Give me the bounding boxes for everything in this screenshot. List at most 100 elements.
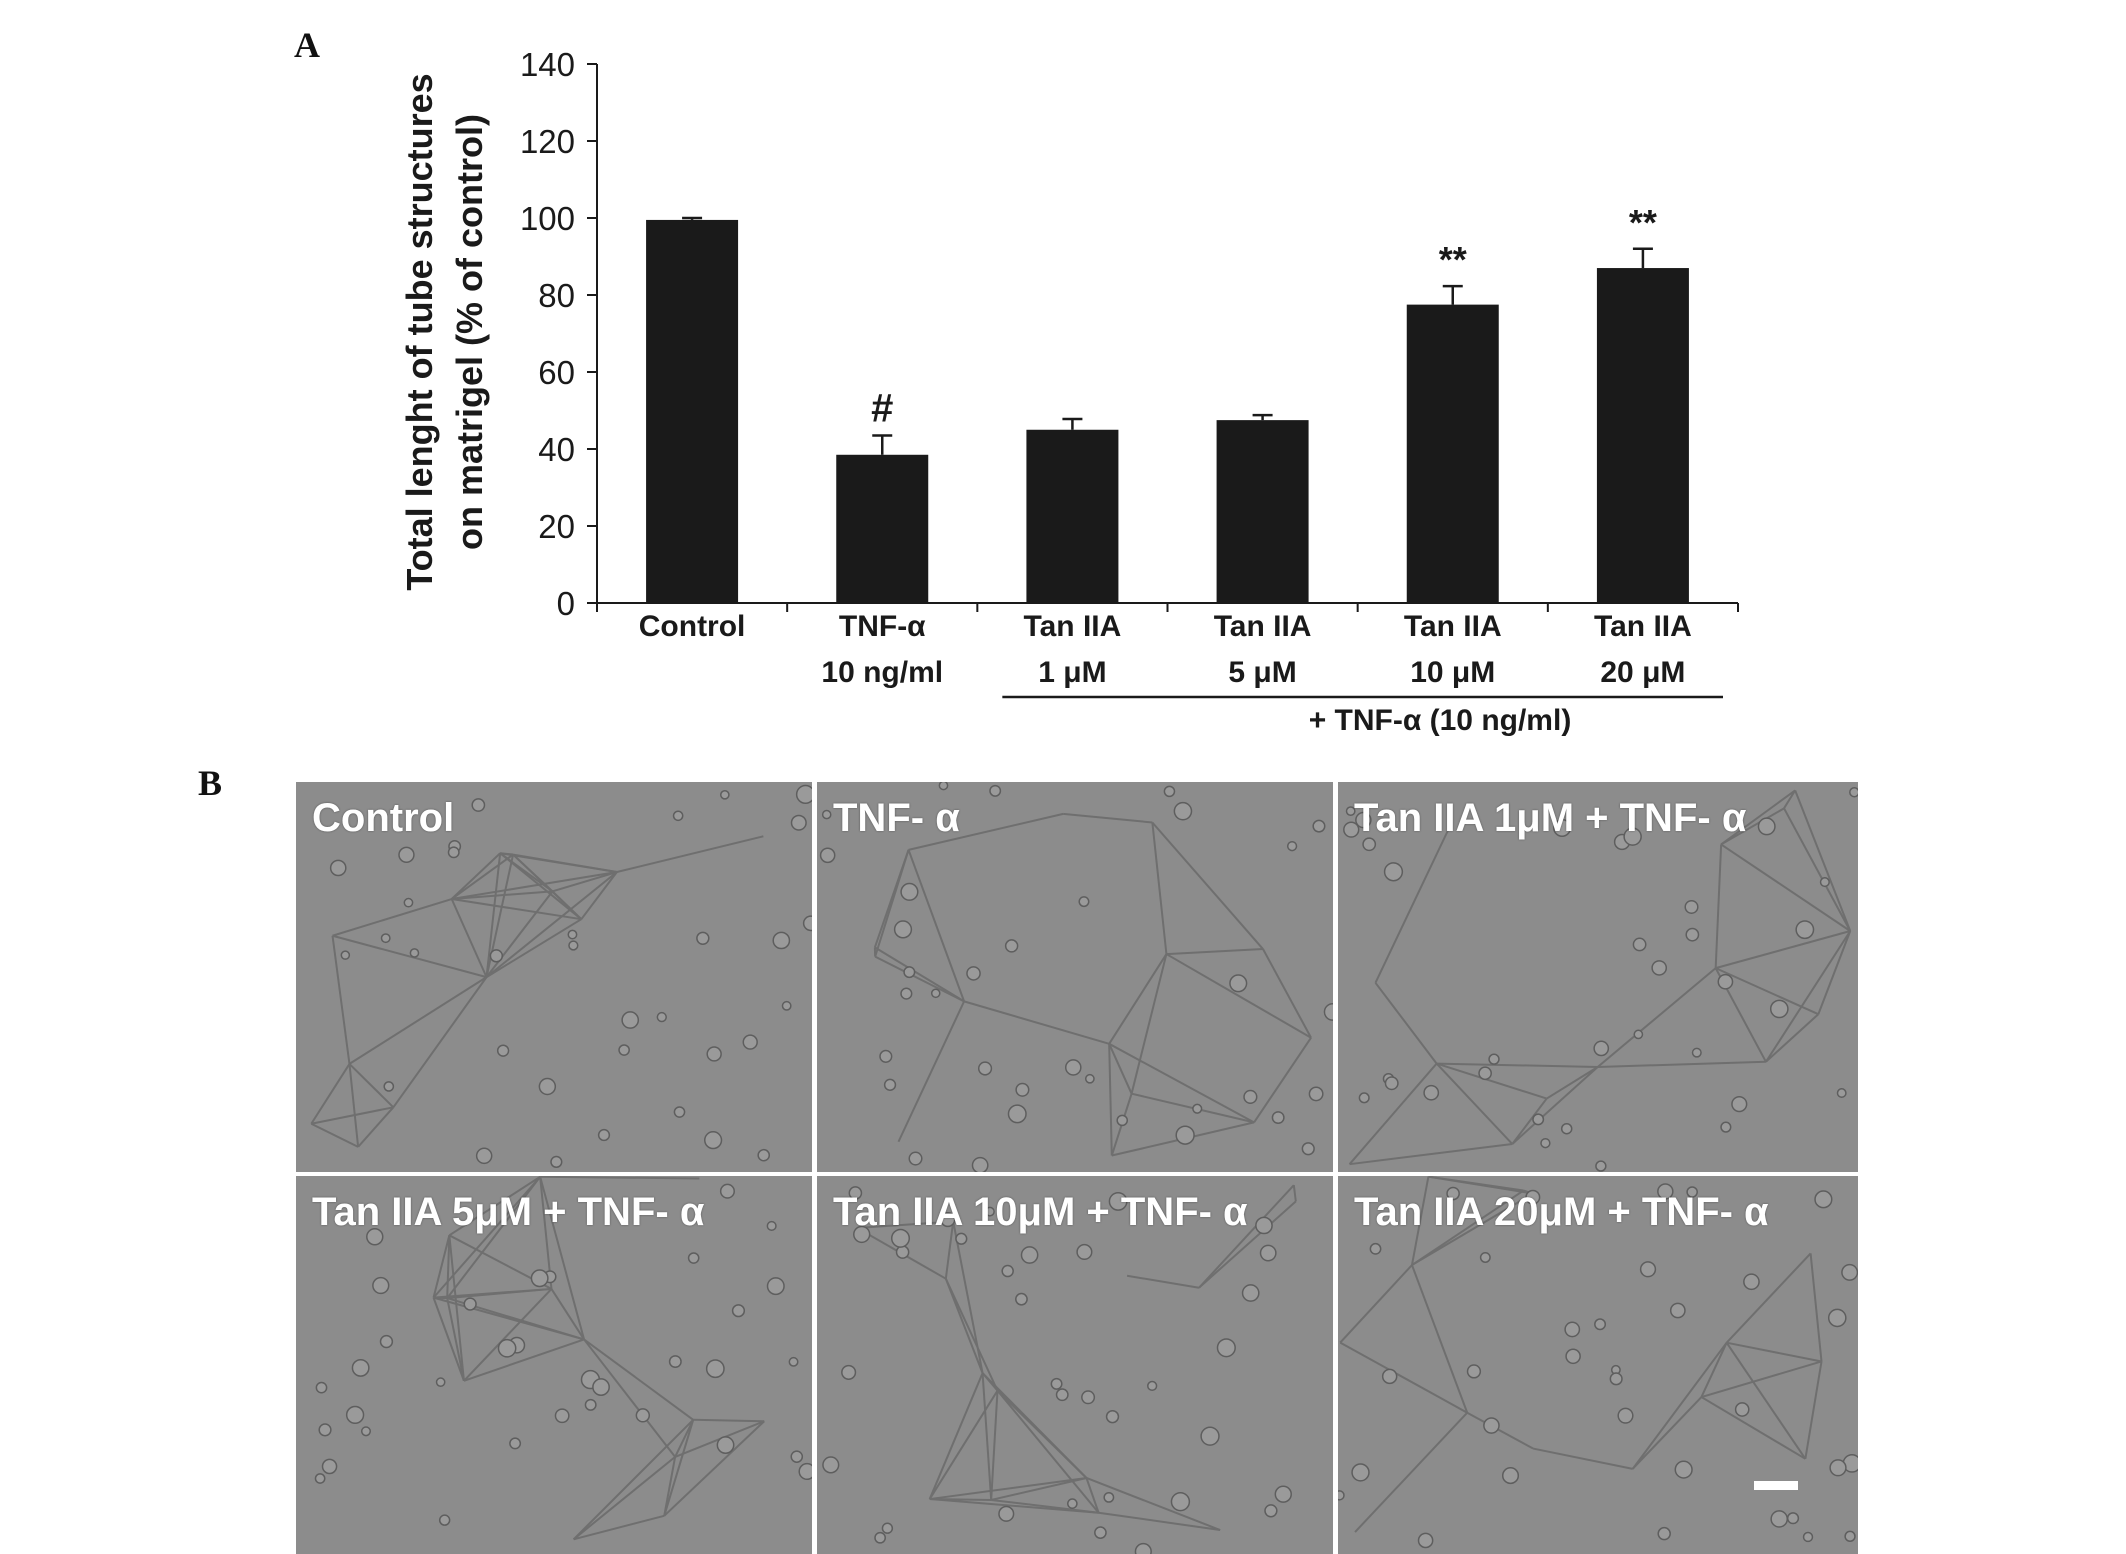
cell xyxy=(893,920,913,939)
tube-segment xyxy=(448,1235,465,1381)
y-tick-label: 40 xyxy=(538,431,575,468)
micrograph-panel: Tan IIA 1μM + TNF- α xyxy=(1338,782,1858,1172)
tube-segment xyxy=(485,890,554,978)
cell xyxy=(1105,1409,1120,1424)
category-label-line1: Tan IIA xyxy=(1214,610,1312,643)
cell xyxy=(673,1106,686,1118)
cell xyxy=(998,1505,1015,1522)
cell xyxy=(1488,1053,1500,1065)
tube-segment xyxy=(1198,1200,1297,1289)
tube-segment xyxy=(485,871,618,978)
cell xyxy=(1691,1047,1702,1058)
tube-segment xyxy=(1715,967,1819,1016)
cell xyxy=(908,1151,923,1166)
tube-segment xyxy=(1511,1097,1548,1145)
tube-segment xyxy=(348,1063,360,1147)
cell xyxy=(597,1128,611,1142)
cell xyxy=(955,1232,968,1245)
cell xyxy=(435,1377,446,1388)
tube-segment xyxy=(1765,930,1852,1063)
cell xyxy=(668,1355,682,1369)
cell xyxy=(1466,1364,1482,1379)
tube-segment xyxy=(1086,1477,1221,1531)
bars: # ** ** xyxy=(646,202,1689,604)
cell xyxy=(568,940,579,951)
tube-segment xyxy=(874,955,965,1003)
tube-segment xyxy=(1817,930,1852,1015)
cell xyxy=(1657,1526,1671,1541)
tube-segment xyxy=(1720,843,1851,932)
micrograph-panel: Control xyxy=(296,782,812,1172)
cell xyxy=(584,1398,597,1411)
cell xyxy=(1004,939,1019,953)
cell xyxy=(1362,837,1377,852)
tube-segment xyxy=(1511,1066,1599,1145)
cell xyxy=(1163,785,1176,798)
tube-segment xyxy=(1726,1341,1822,1363)
tube-segment xyxy=(1765,1013,1819,1063)
tube-segment xyxy=(499,852,582,920)
cell xyxy=(1175,1125,1195,1145)
bar xyxy=(836,454,929,603)
cell xyxy=(1192,1103,1203,1114)
cell xyxy=(1343,821,1360,838)
micrograph-texture xyxy=(1338,1176,1858,1549)
tube-segment xyxy=(1700,1396,1806,1460)
cell xyxy=(618,1044,630,1056)
cell xyxy=(966,966,981,981)
tube-segment xyxy=(1435,1062,1514,1145)
cell xyxy=(1553,818,1572,837)
cell xyxy=(1565,1348,1581,1365)
cell xyxy=(1417,1532,1434,1549)
bar xyxy=(1216,420,1309,603)
y-tick-label: 20 xyxy=(538,508,575,545)
cell xyxy=(567,929,578,940)
tube-segment xyxy=(944,1278,984,1374)
tube-segment xyxy=(1151,822,1168,955)
cell xyxy=(1651,960,1668,976)
tube-segment xyxy=(991,1498,1099,1514)
tube-segment xyxy=(1339,1341,1468,1414)
tube-segment xyxy=(996,1389,1100,1514)
cell xyxy=(1050,1377,1063,1390)
cell xyxy=(706,1046,722,1062)
cell xyxy=(438,1514,451,1526)
cell xyxy=(1564,1321,1581,1338)
cell xyxy=(705,1359,725,1379)
cell xyxy=(766,1220,777,1231)
cell xyxy=(1478,1066,1492,1081)
cell xyxy=(1264,1504,1278,1518)
tube-segment xyxy=(990,1477,1087,1501)
tube-segment xyxy=(616,835,764,873)
cell xyxy=(703,1131,723,1150)
cell xyxy=(879,1049,893,1063)
bar xyxy=(1026,429,1119,603)
tube-segment xyxy=(1428,1176,1524,1192)
tube-segment xyxy=(332,934,487,979)
cell xyxy=(772,931,791,950)
cell xyxy=(398,846,415,864)
category-label-line2: 10 ng/ml xyxy=(821,656,943,689)
cell xyxy=(1770,1510,1789,1528)
cell xyxy=(853,1225,871,1244)
cell xyxy=(766,1277,785,1296)
cell xyxy=(1170,1491,1191,1512)
cell xyxy=(471,798,486,812)
tube-segment xyxy=(348,976,488,1065)
tube-segment xyxy=(990,1390,999,1501)
tube-segment xyxy=(1436,1062,1598,1068)
group-label: + TNF-α (10 ng/ml) xyxy=(1309,704,1572,737)
cell xyxy=(1483,1417,1500,1434)
cell xyxy=(903,966,916,979)
cell xyxy=(1423,1084,1440,1101)
cell xyxy=(1274,1485,1292,1503)
cell xyxy=(930,988,941,999)
tube-segment xyxy=(583,1338,676,1458)
cell xyxy=(379,1334,394,1349)
tube-segment xyxy=(552,871,618,893)
cell xyxy=(1595,1160,1607,1172)
tube-segment xyxy=(907,849,966,1002)
tube-segment xyxy=(1631,1342,1728,1470)
cell xyxy=(1015,1292,1028,1306)
tube-segment xyxy=(1783,807,1852,932)
